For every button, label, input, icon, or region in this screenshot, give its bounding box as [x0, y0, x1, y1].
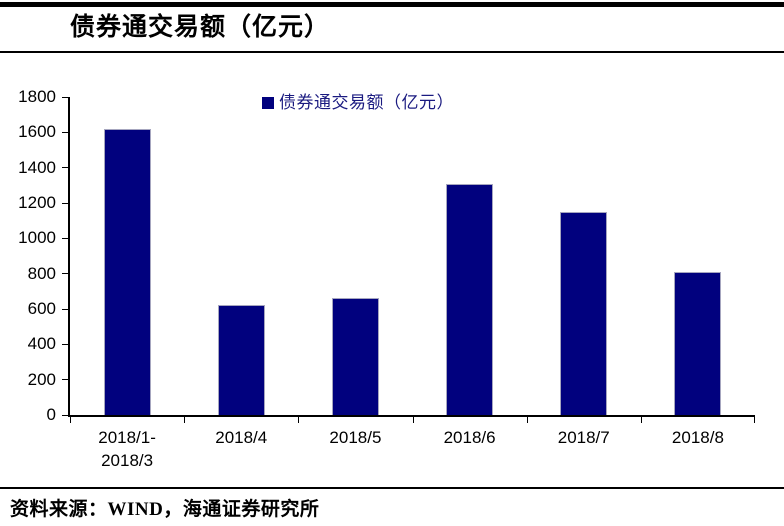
bar [217, 305, 265, 415]
legend-label: 债券通交易额（亿元） [279, 93, 454, 112]
title-divider [0, 51, 784, 53]
y-axis-tick [62, 237, 70, 239]
y-tick-label: 400 [27, 334, 56, 354]
y-tick-label: 200 [27, 369, 56, 389]
y-axis-tick [62, 131, 70, 133]
source-note: 资料来源：WIND，海通证券研究所 [10, 499, 320, 520]
y-axis-tick [62, 273, 70, 275]
y-axis-tick [62, 96, 70, 98]
x-tick-label: 2018/1- 2018/3 [98, 428, 156, 470]
y-axis-tick [62, 308, 70, 310]
plot-area: 0 200 400 600 800 1000 1200 1400 1600 1800 2018/1-… [18, 88, 755, 470]
x-axis-tick [413, 417, 414, 423]
bar [674, 271, 722, 415]
x-tick-label: 2018/5 [329, 428, 382, 447]
bar [560, 211, 608, 415]
x-axis-tick [298, 417, 299, 423]
y-tick-label: 1600 [18, 122, 56, 142]
y-axis-tick [62, 202, 70, 204]
y-tick-label: 0 [46, 405, 56, 424]
y-axis-tick [62, 167, 70, 169]
x-axis-tick [754, 417, 755, 423]
bar [446, 183, 494, 415]
x-tick-label: 2018/7 [557, 428, 610, 447]
legend-square-icon [262, 96, 274, 109]
y-tick-label: 1400 [18, 157, 56, 177]
bar [331, 298, 379, 415]
x-tick-label: 2018/8 [671, 428, 724, 447]
legend: 债券通交易额（亿元） [262, 94, 454, 111]
x-tick-label: 2018/4 [215, 428, 268, 447]
footer-divider [0, 487, 784, 489]
y-axis-tick [62, 414, 70, 416]
y-tick-label: 600 [27, 299, 56, 318]
x-axis-tick [641, 417, 642, 423]
y-tick-label: 1800 [18, 87, 56, 106]
y-axis-tick [62, 379, 70, 381]
top-rule [0, 2, 784, 7]
x-axis-tick [527, 417, 528, 423]
bar [103, 128, 151, 415]
y-tick-label: 800 [27, 263, 56, 283]
chart-title: 债券通交易额（亿元） [70, 14, 331, 41]
y-axis-tick [62, 343, 70, 345]
y-tick-label: 1000 [18, 228, 56, 248]
x-axis-tick [70, 417, 71, 423]
x-axis-tick [184, 417, 185, 423]
x-tick-label: 2018/6 [443, 428, 496, 447]
y-tick-label: 1200 [18, 193, 56, 212]
